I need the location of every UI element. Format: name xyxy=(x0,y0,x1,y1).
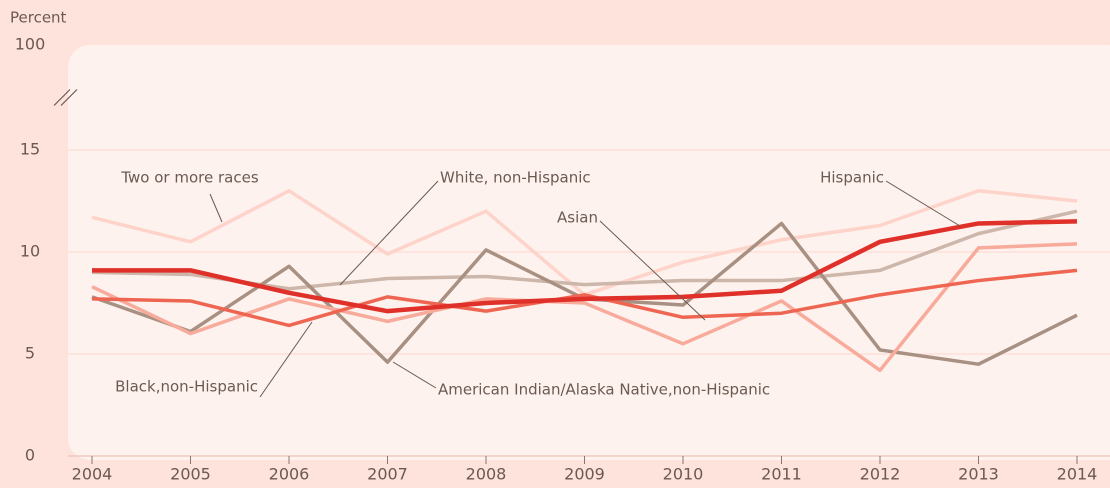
x-tick-label: 2013 xyxy=(958,465,999,484)
x-tick-label: 2007 xyxy=(367,465,408,484)
series-label: White, non-Hispanic xyxy=(440,169,591,187)
y-tick-label: 10 xyxy=(20,242,40,261)
series-label: Black,non-Hispanic xyxy=(115,378,258,396)
x-tick-label: 2010 xyxy=(663,465,704,484)
series-label: Two or more races xyxy=(120,169,258,187)
series-line xyxy=(91,268,1078,328)
x-tick-label: 2005 xyxy=(170,465,211,484)
leader-line xyxy=(339,180,439,286)
axis-break xyxy=(53,89,71,106)
series-label: Hispanic xyxy=(820,169,884,187)
leader-line xyxy=(885,180,961,227)
y-tick-label: 0 xyxy=(25,446,35,465)
leader-line xyxy=(209,193,223,223)
x-tick-label: 2004 xyxy=(72,465,113,484)
series-line xyxy=(91,242,1078,373)
axis-break xyxy=(60,89,78,106)
y-tick-label: 100 xyxy=(15,35,46,54)
x-tick-label: 2006 xyxy=(269,465,310,484)
x-tick-label: 2011 xyxy=(761,465,802,484)
series-label: American Indian/Alaska Native,non-Hispan… xyxy=(438,381,770,399)
series-label: Asian xyxy=(557,209,598,227)
leader-line xyxy=(259,321,313,398)
y-tick-label: 5 xyxy=(25,344,35,363)
x-tick-label: 2009 xyxy=(564,465,605,484)
x-tick-label: 2012 xyxy=(860,465,901,484)
x-tick-label: 2008 xyxy=(466,465,507,484)
leader-line xyxy=(599,220,706,321)
leader-line xyxy=(392,361,437,389)
series-line xyxy=(92,219,1078,314)
y-tick-label: 15 xyxy=(20,140,40,159)
y-axis-label: Percent xyxy=(10,9,67,27)
x-tick-label: 2014 xyxy=(1057,465,1098,484)
